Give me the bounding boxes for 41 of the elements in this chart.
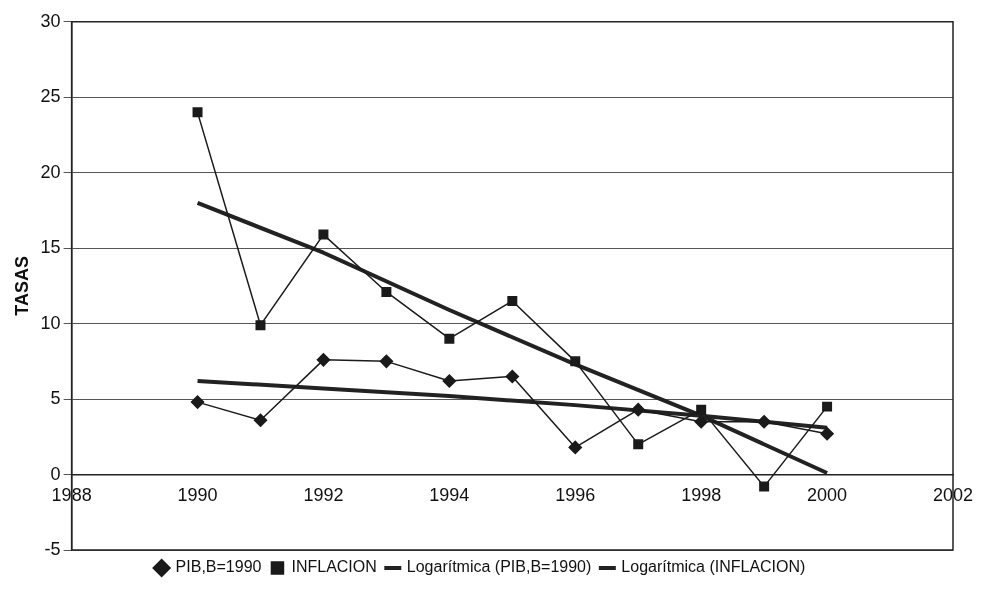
x-tick-label: 1994 <box>429 485 470 506</box>
point <box>442 374 457 388</box>
point <box>507 296 518 306</box>
point <box>381 286 392 297</box>
y-tick-label: 30 <box>40 10 61 31</box>
y-tick-label: 0 <box>50 463 61 484</box>
point <box>822 401 833 412</box>
point <box>696 404 707 415</box>
y-tick-label: 5 <box>50 388 61 409</box>
legend-label: INFLACION <box>291 558 377 576</box>
point <box>568 440 583 455</box>
x-tick-label: 1998 <box>681 485 722 506</box>
point <box>190 395 205 409</box>
point <box>570 356 581 367</box>
point <box>444 333 455 344</box>
point <box>694 414 708 429</box>
point <box>759 481 770 492</box>
point <box>379 354 394 369</box>
y-tick-label: 15 <box>40 237 61 258</box>
point <box>192 107 203 118</box>
point <box>255 320 266 331</box>
y-axis-title: TASAS <box>11 256 32 316</box>
point <box>757 414 771 429</box>
point <box>318 229 329 240</box>
point <box>505 369 520 384</box>
point <box>633 439 644 450</box>
point <box>316 353 331 367</box>
x-tick-label: 1996 <box>555 485 596 506</box>
point <box>820 427 834 441</box>
y-tick-label: 20 <box>40 161 61 182</box>
legend-label: PIB,B=1990 <box>175 558 262 576</box>
legend-label: Logarítmica (INFLACION) <box>621 558 806 576</box>
legend-label: Logarítmica (PIB,B=1990) <box>406 558 592 576</box>
x-tick-label: 1992 <box>303 485 344 506</box>
point <box>631 402 645 417</box>
x-tick-label: 2000 <box>807 485 848 506</box>
point <box>253 413 268 427</box>
y-tick-label: 10 <box>40 312 61 333</box>
y-tick-label: 25 <box>40 86 61 107</box>
y-tick-label: -5 <box>44 538 61 559</box>
x-tick-label: 1990 <box>177 485 218 506</box>
